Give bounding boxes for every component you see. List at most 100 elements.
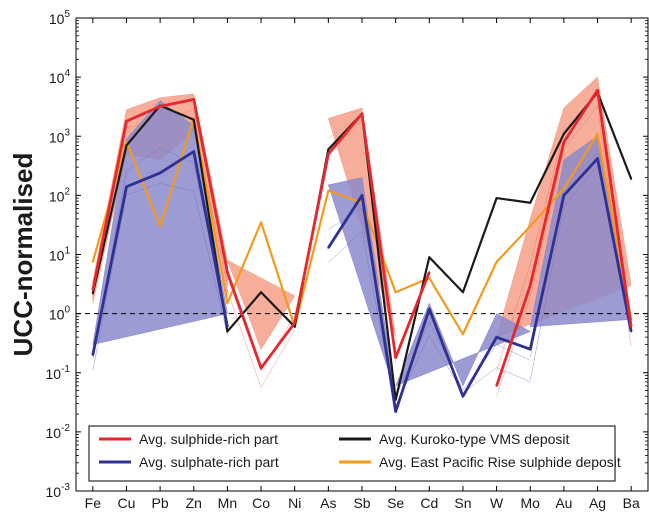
y-tick-label: 10-1 bbox=[46, 364, 71, 382]
data-point bbox=[428, 256, 431, 259]
data-point bbox=[361, 194, 363, 197]
legend-label: Avg. East Pacific Rise sulphide deposit bbox=[379, 454, 621, 470]
data-point bbox=[125, 120, 128, 123]
x-tick-label: W bbox=[490, 495, 504, 511]
y-tick-label: 100 bbox=[49, 305, 71, 323]
data-point bbox=[159, 171, 162, 174]
data-point bbox=[495, 260, 498, 263]
x-tick-label: Zn bbox=[186, 495, 202, 511]
data-point bbox=[327, 148, 330, 151]
band-trace-0 bbox=[328, 230, 396, 408]
data-point bbox=[226, 302, 229, 305]
y-tick-label: 10-2 bbox=[46, 423, 71, 441]
band-trace-1 bbox=[227, 277, 295, 372]
data-point bbox=[192, 118, 195, 121]
data-point bbox=[596, 132, 599, 135]
legend: Avg. sulphide-rich part Avg. sulphate-ric… bbox=[88, 425, 621, 482]
data-point bbox=[394, 291, 397, 294]
data-point bbox=[260, 367, 263, 370]
data-point bbox=[91, 289, 94, 292]
x-tick-label: Ba bbox=[623, 495, 640, 511]
data-point bbox=[327, 153, 330, 156]
data-point bbox=[495, 197, 498, 200]
y-tick-label: 101 bbox=[49, 246, 71, 264]
legend-label: Avg. Kuroko-type VMS deposit bbox=[379, 431, 570, 447]
data-point bbox=[394, 356, 397, 359]
x-tick-label: As bbox=[320, 495, 336, 511]
data-point bbox=[91, 292, 94, 295]
y-tick-label: 104 bbox=[49, 68, 71, 86]
legend-entry-1: Avg. sulphate-rich part bbox=[99, 454, 279, 470]
y-axis-label: UCC-normalised bbox=[8, 153, 38, 357]
x-tick-label: Sn bbox=[454, 495, 471, 511]
data-point bbox=[260, 221, 263, 224]
x-tick-label: Mn bbox=[218, 495, 237, 511]
x-tick-label: Sb bbox=[353, 495, 370, 511]
data-point bbox=[495, 336, 498, 339]
y-tick-label: 105 bbox=[49, 9, 71, 27]
data-point bbox=[327, 246, 330, 249]
x-tick-label: Cu bbox=[118, 495, 136, 511]
series-1 bbox=[91, 150, 633, 414]
x-tick-label: Fe bbox=[85, 495, 102, 511]
data-point bbox=[260, 291, 263, 294]
data-point bbox=[630, 325, 633, 328]
data-point bbox=[327, 189, 330, 192]
legend-entry-3: Avg. East Pacific Rise sulphide deposit bbox=[339, 454, 621, 470]
legend-entry-0: Avg. sulphide-rich part bbox=[99, 431, 278, 447]
data-point bbox=[529, 284, 532, 287]
data-point bbox=[428, 271, 431, 274]
y-tick-label: 102 bbox=[49, 186, 71, 204]
data-point bbox=[159, 105, 162, 108]
data-point bbox=[630, 177, 633, 180]
data-point bbox=[495, 384, 498, 387]
series-lines bbox=[91, 88, 633, 414]
legend-box bbox=[88, 425, 616, 482]
y-axis: 10-3 10-2 10-1 100 101 102 103 104 105 bbox=[46, 9, 648, 500]
data-point bbox=[596, 157, 599, 160]
range-bands bbox=[92, 76, 632, 408]
data-point bbox=[529, 201, 532, 204]
data-point bbox=[361, 112, 363, 115]
x-tick-label: Pb bbox=[152, 495, 169, 511]
band-traces-0-1 bbox=[227, 277, 295, 388]
x-tick-label: Se bbox=[387, 495, 404, 511]
data-point bbox=[461, 395, 464, 398]
data-point bbox=[529, 225, 532, 228]
data-point bbox=[461, 333, 464, 336]
data-point bbox=[125, 185, 128, 188]
data-point bbox=[428, 277, 431, 280]
data-point bbox=[394, 410, 397, 413]
legend-entry-2: Avg. Kuroko-type VMS deposit bbox=[339, 431, 570, 447]
x-tick-label: Au bbox=[555, 495, 572, 511]
data-point bbox=[192, 98, 195, 101]
data-point bbox=[226, 271, 229, 274]
data-point bbox=[293, 321, 296, 324]
data-point bbox=[529, 348, 532, 351]
x-axis: Fe Cu Pb Zn Mn Co Ni As Sb Se Cd Sn W Mo Au Ag Ba bbox=[85, 18, 640, 511]
data-point bbox=[91, 353, 94, 356]
data-point bbox=[159, 225, 162, 228]
data-point bbox=[428, 307, 431, 310]
x-tick-label: Ag bbox=[589, 495, 606, 511]
legend-label: Avg. sulphide-rich part bbox=[139, 431, 278, 447]
data-point bbox=[562, 132, 565, 135]
band-trace-0 bbox=[92, 183, 228, 371]
data-point bbox=[562, 187, 565, 190]
data-point bbox=[596, 89, 599, 92]
data-point bbox=[192, 150, 195, 153]
data-point bbox=[562, 140, 565, 143]
band-sulphate-segment-1 bbox=[327, 177, 396, 394]
series-line-1-1 bbox=[327, 157, 633, 414]
band-sulphide-segment-1 bbox=[226, 259, 296, 350]
band-trace-0 bbox=[227, 290, 295, 388]
data-point bbox=[562, 194, 565, 197]
data-point bbox=[125, 140, 128, 143]
data-point bbox=[91, 260, 94, 263]
x-tick-label: Mo bbox=[521, 495, 541, 511]
data-point bbox=[226, 330, 229, 333]
x-tick-label: Co bbox=[252, 495, 270, 511]
y-tick-label: 10-3 bbox=[46, 482, 71, 500]
x-tick-label: Cd bbox=[420, 495, 438, 511]
